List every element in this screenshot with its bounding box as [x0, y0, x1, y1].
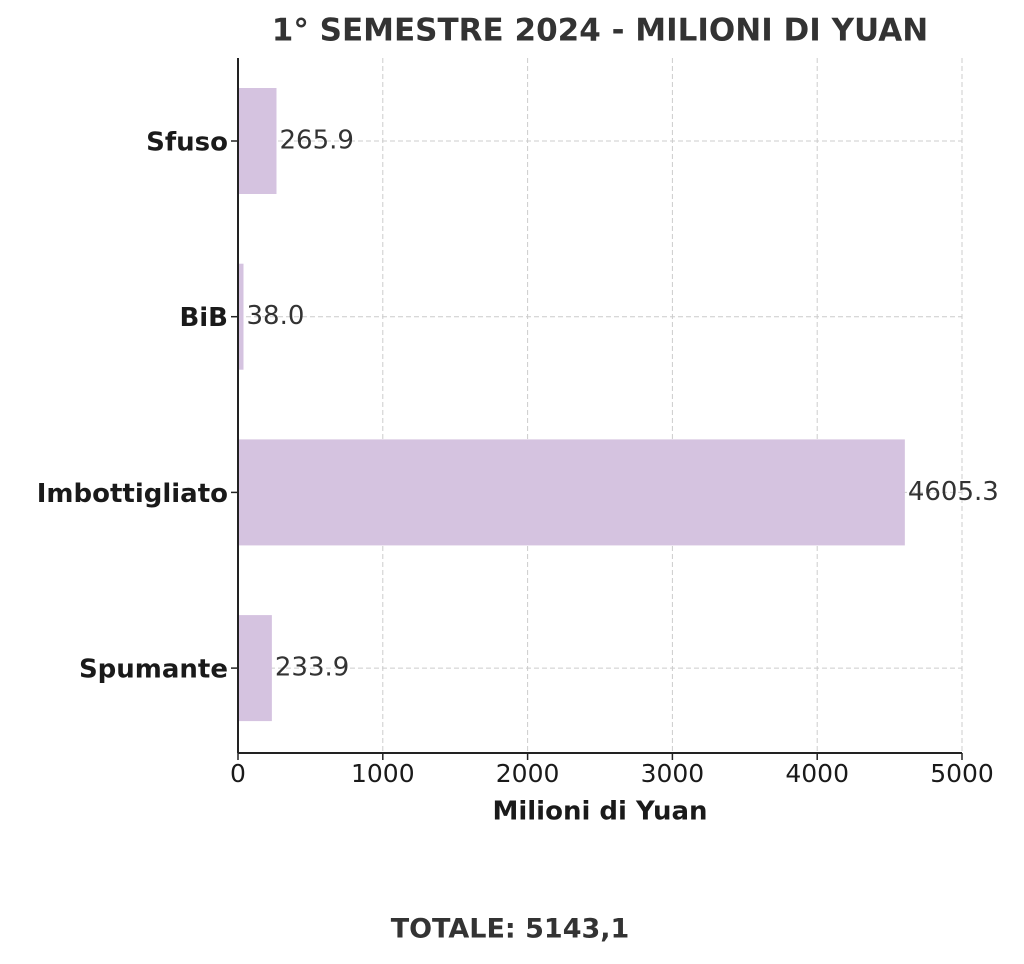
x-tick-label: 4000	[785, 759, 849, 788]
bar	[238, 439, 905, 546]
bar	[238, 88, 277, 194]
data-label: 4605.3	[908, 477, 999, 507]
y-tick-label: Spumante	[79, 655, 228, 685]
chart-title: 1° SEMESTRE 2024 - MILIONI DI YUAN	[272, 13, 928, 49]
y-tick-label: BiB	[179, 303, 228, 333]
y-tick-label: Sfuso	[146, 128, 228, 158]
x-tick-label: 2000	[496, 759, 560, 788]
x-tick-label: 0	[230, 759, 246, 788]
x-tick-label: 3000	[641, 759, 705, 788]
x-tick-label: 5000	[930, 759, 994, 788]
bar	[238, 615, 272, 722]
annotation: TOTALE: 5143,1	[391, 914, 630, 945]
data-label: 38.0	[247, 301, 305, 331]
x-tick-label: 1000	[351, 759, 415, 788]
bar	[238, 263, 244, 370]
x-axis-label: Milioni di Yuan	[492, 797, 707, 827]
data-label: 265.9	[280, 126, 354, 156]
y-tick-label: Imbottigliato	[37, 479, 228, 509]
data-label: 233.9	[275, 653, 349, 683]
